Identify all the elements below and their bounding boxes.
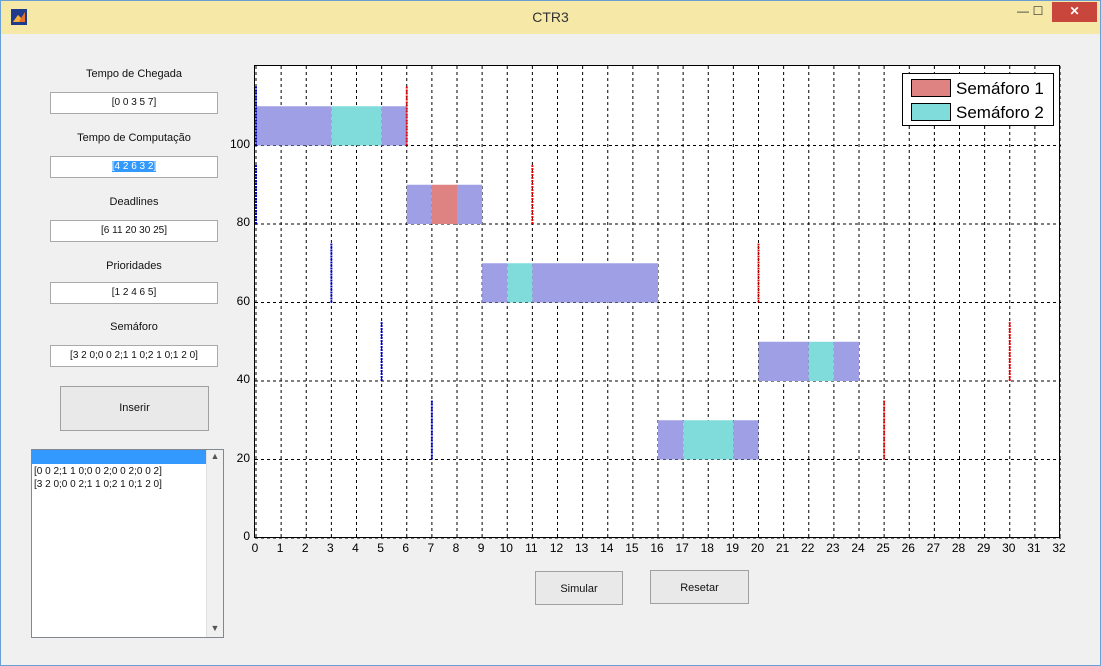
y-tick-label: 60	[236, 293, 250, 308]
deadlines-label: Deadlines	[109, 196, 159, 208]
x-tick-label: 1	[276, 541, 284, 555]
x-tick-label: 30	[1002, 541, 1016, 555]
y-tick-label: 40	[236, 372, 250, 386]
x-tick-label: 27	[926, 541, 941, 555]
x-tick-label: 28	[951, 541, 966, 555]
x-tick-label: 16	[650, 541, 664, 555]
x-tick-label: 17	[675, 541, 689, 555]
x-tick-label: 18	[700, 541, 714, 555]
legend-label: Semáforo 2	[956, 103, 1044, 122]
task-segment-sem2	[331, 106, 382, 146]
list-item[interactable]: [3 2 0;0 0 2;1 1 0;2 1 0;1 2 0]	[34, 479, 162, 490]
task-segment-sem1	[431, 184, 457, 224]
x-tick-label: 29	[976, 541, 991, 555]
x-tick-label: 0	[251, 541, 259, 555]
list-scrollbar[interactable]: ▲ ▼	[206, 450, 223, 637]
x-tick-label: 19	[725, 541, 740, 555]
task-segment-sem2	[808, 341, 834, 381]
x-tick-label: 4	[352, 541, 359, 555]
semaforo-label: Semáforo	[110, 321, 158, 333]
prioridades-input[interactable]: [1 2 4 6 5]	[50, 282, 218, 304]
y-tick-label: 80	[236, 215, 250, 229]
minimize-button[interactable]: —	[1017, 4, 1029, 18]
y-tick-label: 100	[229, 136, 250, 151]
x-tick-label: 8	[452, 541, 460, 555]
schedule-chart	[254, 65, 1061, 539]
task-segment-exec	[381, 106, 407, 146]
inserir-button[interactable]: Inserir	[60, 386, 209, 431]
x-tick-label: 22	[801, 541, 815, 555]
task-segment-exec	[658, 420, 684, 460]
y-tick-label: 20	[236, 450, 250, 465]
maximize-button[interactable]: ☐	[1032, 4, 1044, 18]
scroll-down-icon[interactable]: ▼	[210, 623, 220, 633]
task-segment-exec	[406, 184, 432, 224]
x-tick-label: 12	[549, 541, 564, 555]
list-selected-row[interactable]	[32, 450, 207, 464]
y-tick-label: 0	[243, 529, 250, 543]
legend-label: Semáforo 1	[956, 79, 1044, 98]
x-tick-label: 23	[826, 541, 840, 555]
simular-button[interactable]: Simular	[535, 571, 623, 605]
task-segment-exec	[833, 341, 859, 381]
deadlines-input[interactable]: [6 11 20 30 25]	[50, 220, 218, 242]
task-segment-exec	[758, 341, 809, 381]
schedule-chart-svg	[255, 66, 1061, 539]
x-tick-label: 20	[750, 541, 765, 555]
task-segment-exec	[256, 106, 332, 146]
x-tick-label: 9	[477, 541, 485, 555]
x-tick-label: 25	[876, 541, 890, 555]
x-tick-label: 13	[574, 541, 589, 555]
x-tick-label: 26	[901, 541, 915, 555]
chegada-input[interactable]: [0 0 3 5 7]	[50, 92, 218, 114]
computacao-input[interactable]: [4 2 6 3 2]	[50, 156, 218, 178]
computacao-selected-text: [4 2 6 3 2]	[111, 161, 157, 172]
task-segment-exec	[482, 263, 508, 303]
x-tick-label: 11	[525, 541, 538, 555]
chart-legend: Semáforo 1 Semáforo 2	[902, 73, 1054, 126]
x-tick-label: 6	[402, 541, 410, 555]
legend-swatch	[911, 103, 951, 121]
x-tick-label: 10	[499, 541, 513, 555]
list-item[interactable]: [0 0 2;1 1 0;0 0 2;0 0 2;0 0 2]	[34, 466, 162, 477]
x-tick-label: 7	[427, 541, 435, 555]
task-segment-exec	[457, 184, 483, 224]
resetar-button[interactable]: Resetar	[650, 570, 749, 604]
matlab-icon	[11, 9, 27, 25]
close-button[interactable]: ✕	[1052, 2, 1097, 22]
prioridades-label: Prioridades	[106, 260, 162, 272]
legend-swatch	[911, 79, 951, 97]
computacao-label: Tempo de Computação	[77, 132, 191, 144]
x-tick-label: 14	[600, 541, 614, 555]
task-segment-sem2	[683, 420, 734, 460]
task-segment-exec	[733, 420, 759, 460]
window-title: CTR3	[532, 9, 569, 25]
semaforo-input[interactable]: [3 2 0;0 0 2;1 1 0;2 1 0;1 2 0]	[50, 345, 218, 367]
x-tick-label: 31	[1027, 541, 1041, 555]
task-listbox[interactable]: [0 0 2;1 1 0;0 0 2;0 0 2;0 0 2] [3 2 0;0…	[31, 449, 224, 638]
chegada-label: Tempo de Chegada	[85, 68, 182, 80]
x-tick-label: 3	[327, 541, 334, 555]
x-tick-label: 24	[851, 541, 865, 555]
task-segment-exec	[532, 263, 658, 303]
x-tick-label: 21	[775, 541, 790, 555]
x-tick-label: 15	[625, 541, 639, 555]
scroll-up-icon[interactable]: ▲	[210, 451, 220, 461]
x-tick-label: 5	[377, 541, 384, 555]
x-tick-label: 32	[1052, 541, 1066, 555]
task-segment-sem2	[507, 263, 533, 303]
x-tick-label: 2	[301, 541, 309, 555]
title-bar[interactable]: CTR3 — ☐ ✕	[1, 1, 1100, 34]
